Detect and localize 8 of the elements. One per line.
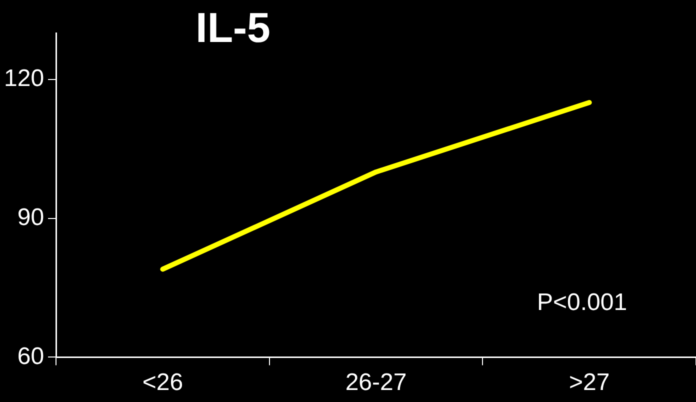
x-tick-label: <26 — [142, 369, 184, 396]
y-tick-label: 90 — [17, 204, 44, 231]
x-tick-label: 26-27 — [345, 369, 407, 396]
y-tick-label: 120 — [4, 64, 44, 92]
x-tick-label: >27 — [568, 369, 610, 396]
chart-title: IL-5 — [194, 4, 272, 52]
y-tick-label: 60 — [17, 342, 44, 370]
annotation: P<0.001 — [536, 288, 628, 316]
